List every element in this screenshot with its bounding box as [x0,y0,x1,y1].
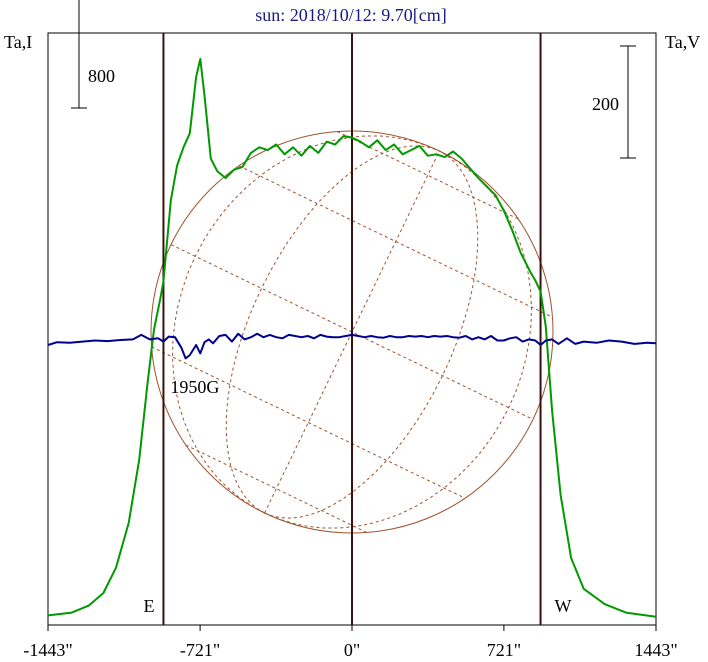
annotation-label: 1950G [170,377,219,397]
series-lines [47,58,657,618]
x-tick-label: -721" [180,640,220,660]
longitude-line [264,150,479,519]
scale-bar-label-left: 800 [88,66,115,86]
limb-label-W: W [555,596,572,616]
series-line-I [47,58,657,618]
left-axis-label: Ta,I [4,32,32,52]
longitude-line [225,145,440,514]
scale-bar-label-right: 200 [592,94,619,114]
longitude-line [264,150,533,529]
latitude-line [151,346,466,499]
x-axis-ticks: -1443" -721" 0" 721" 1443" [23,625,678,660]
scale-bars: 800 200 [71,0,636,159]
x-tick-label: -1443" [23,640,72,660]
x-tick-label: 721" [487,640,521,660]
right-axis-label: Ta,V [665,32,700,52]
limb-label-E: E [143,596,154,616]
chart-title: sun: 2018/10/12: 9.70[cm] [255,5,447,25]
annotations: 1950G [170,377,219,397]
x-tick-label: 0" [344,640,360,660]
x-tick-label: 1443" [634,640,677,660]
longitude-line [171,135,440,514]
series-line-V [47,332,657,360]
